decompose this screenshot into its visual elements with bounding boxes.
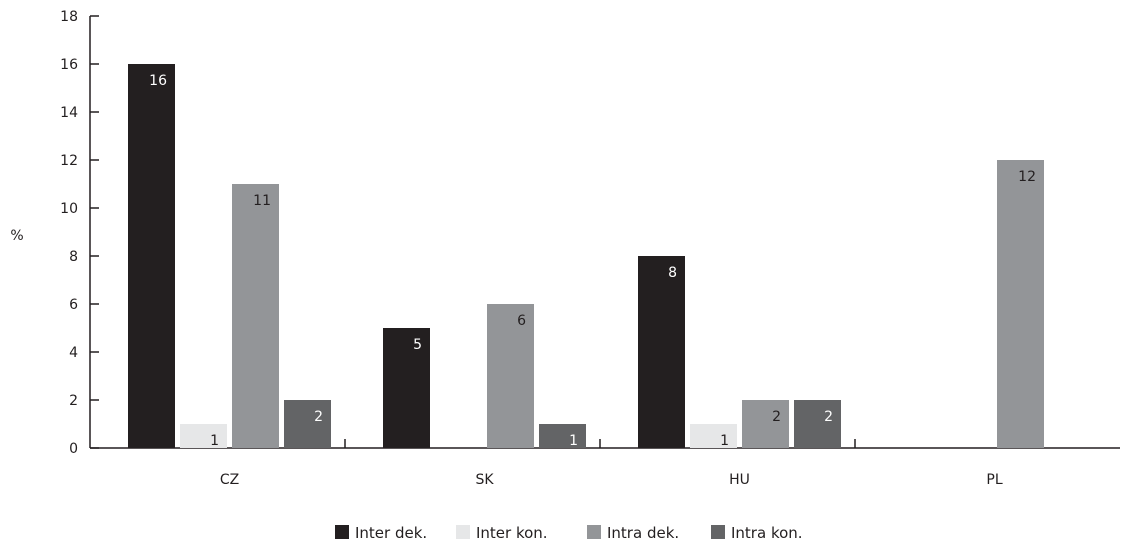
bars	[128, 64, 1044, 448]
legend-swatch	[587, 525, 601, 539]
x-tick-label: HU	[729, 472, 750, 488]
data-label: 16	[149, 73, 167, 89]
data-label: 12	[1018, 169, 1036, 185]
y-tick-label: 16	[60, 57, 78, 73]
bar	[128, 64, 175, 448]
y-axis: 0 2 4 6 8 10 12 14 16 18	[60, 9, 99, 457]
y-tick-label: 12	[60, 153, 78, 169]
data-label: 11	[253, 193, 271, 209]
data-label: 1	[210, 433, 219, 449]
y-axis-label: %	[10, 228, 23, 244]
legend-label: Inter dek.	[355, 524, 427, 541]
bar	[487, 304, 534, 448]
y-tick-label: 0	[69, 441, 78, 457]
data-label: 1	[569, 433, 578, 449]
y-tick-label: 10	[60, 201, 78, 217]
bar	[638, 256, 685, 448]
bar	[794, 400, 841, 448]
data-label: 2	[314, 409, 323, 425]
legend-swatch	[335, 525, 349, 539]
bar	[690, 424, 737, 448]
legend: Inter dek. Inter kon. Intra dek. Intra kon.	[335, 524, 803, 542]
bar	[383, 328, 430, 448]
bar	[997, 160, 1044, 448]
data-label: 5	[413, 337, 422, 353]
y-tick-label: 2	[69, 393, 78, 409]
data-label: 6	[517, 313, 526, 329]
bar	[232, 184, 279, 448]
x-tick-label: CZ	[220, 472, 239, 488]
x-tick-label: SK	[475, 472, 494, 488]
legend-label: Intra kon.	[731, 524, 803, 541]
data-label: 8	[668, 265, 677, 281]
bar	[539, 424, 586, 448]
legend-swatch	[456, 525, 470, 539]
bar	[284, 400, 331, 448]
y-tick-label: 14	[60, 105, 78, 121]
data-label: 1	[720, 433, 729, 449]
bar	[742, 400, 789, 448]
legend-label: Inter kon.	[476, 524, 548, 541]
y-tick-label: 8	[69, 249, 78, 265]
legend-label: Intra dek.	[607, 524, 679, 541]
legend-swatch	[711, 525, 725, 539]
data-label: 2	[824, 409, 833, 425]
bar	[180, 424, 227, 448]
y-tick-label: 18	[60, 9, 78, 25]
data-label: 2	[772, 409, 781, 425]
y-tick-label: 4	[69, 345, 78, 361]
y-tick-label: 6	[69, 297, 78, 313]
x-tick-label: PL	[986, 472, 1002, 488]
